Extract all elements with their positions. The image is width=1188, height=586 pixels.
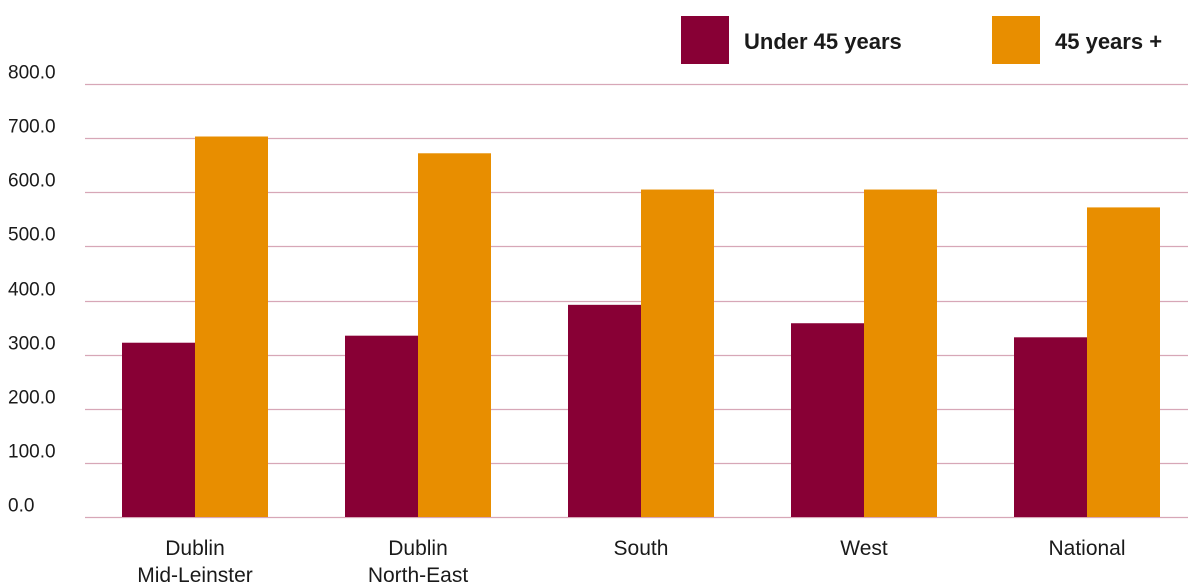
y-tick-label: 200.0 <box>8 388 56 409</box>
legend: Under 45 years 45 years + <box>681 16 1162 64</box>
x-category-label: Dublin <box>165 537 225 560</box>
y-tick-label: 300.0 <box>8 334 56 355</box>
bar-45-plus <box>864 189 937 517</box>
bar-under-45 <box>122 342 195 517</box>
legend-label: 45 years + <box>1055 29 1162 54</box>
x-category-label: Mid-Leinster <box>137 564 253 586</box>
bar-under-45 <box>345 335 418 517</box>
gridlines <box>85 83 1188 519</box>
x-axis-category-labels: Dublin Mid-Leinster Dublin North-East South W… <box>137 537 1125 586</box>
bar-45-plus <box>1087 207 1160 517</box>
bar-45-plus <box>641 189 714 517</box>
y-axis-tick-labels: 0.0 100.0 200.0 300.0 400.0 500.0 600.0 700.0 80… <box>8 63 56 517</box>
y-tick-label: 800.0 <box>8 63 56 84</box>
legend-label: Under 45 years <box>744 29 902 54</box>
y-tick-label: 600.0 <box>8 171 56 192</box>
legend-swatch <box>992 16 1040 64</box>
bar-under-45 <box>1014 337 1087 517</box>
x-category-label: West <box>840 537 888 560</box>
bar-45-plus <box>195 136 268 517</box>
x-category-label: Dublin <box>388 537 448 560</box>
legend-swatch <box>681 16 729 64</box>
bars <box>122 136 1160 517</box>
x-category-label: North-East <box>368 564 469 586</box>
y-tick-label: 0.0 <box>8 496 34 517</box>
y-tick-label: 700.0 <box>8 117 56 138</box>
x-category-label: South <box>614 537 669 560</box>
bar-under-45 <box>791 323 864 517</box>
x-category-label: National <box>1048 537 1125 560</box>
y-tick-label: 400.0 <box>8 280 56 301</box>
bar-45-plus <box>418 153 491 517</box>
y-tick-label: 500.0 <box>8 225 56 246</box>
bar-under-45 <box>568 304 641 517</box>
y-tick-label: 100.0 <box>8 442 56 463</box>
